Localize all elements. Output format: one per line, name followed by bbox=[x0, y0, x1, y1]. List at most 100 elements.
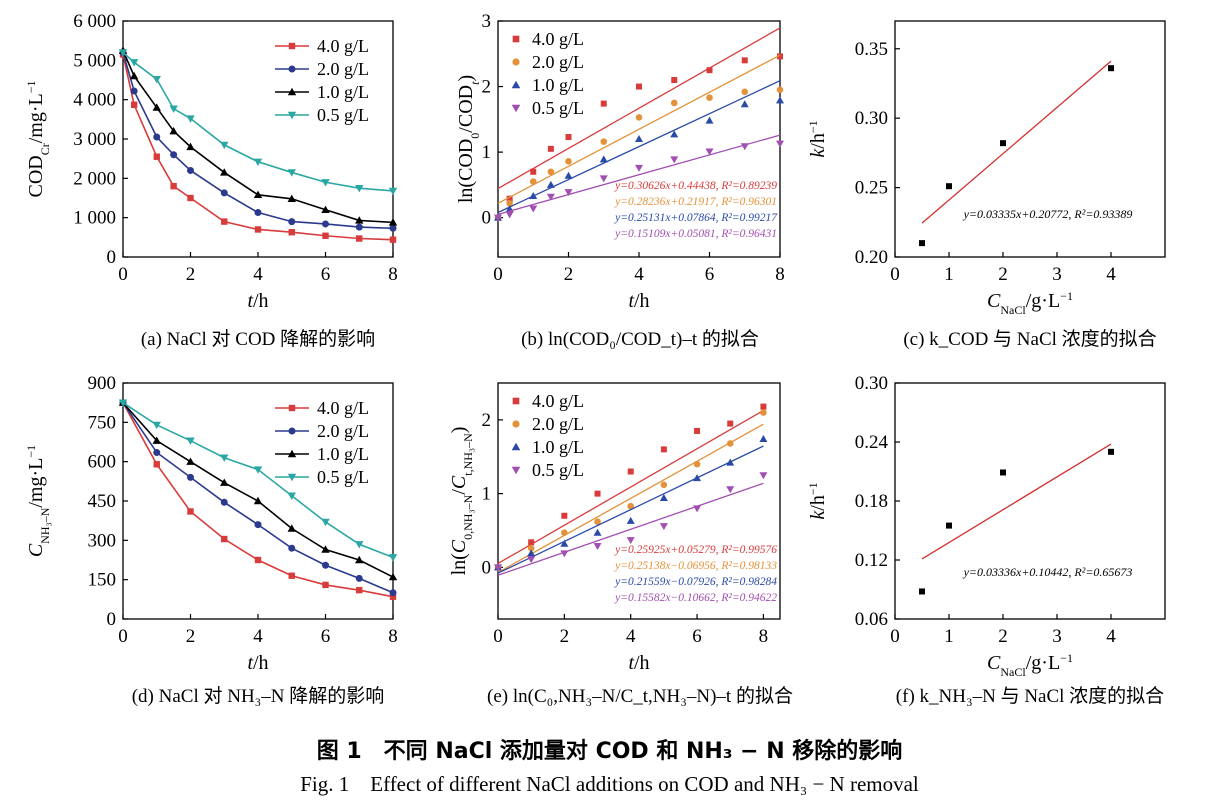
chart-panel-2: 0 2 4 6 8 0 1 2 3 t/h ln(COD0/CODt) (b) ln(COD₀/COD… bbox=[455, 11, 785, 350]
y-axis-label: k/h−1 bbox=[806, 482, 829, 519]
chart-panel-3: 0 1 2 3 4 0.20 0.25 0.30 0.35 CNaCl/g·L−1 k/h−1 (c)… bbox=[806, 21, 1165, 350]
x-tick-label: 4 bbox=[253, 264, 263, 285]
data-point bbox=[635, 135, 643, 142]
data-point bbox=[356, 575, 363, 582]
data-point bbox=[356, 235, 362, 241]
data-point bbox=[254, 497, 262, 504]
x-tick-label: 6 bbox=[321, 626, 331, 647]
data-point bbox=[322, 233, 328, 239]
x-tick-label: 2 bbox=[998, 626, 1008, 647]
x-tick-label: 6 bbox=[692, 626, 702, 647]
data-point bbox=[565, 172, 573, 179]
y-axis-label: ln(C0,NH₃–N/Ct,NH₃–N) bbox=[448, 427, 475, 576]
figure-caption-cn: 图 1 不同 NaCl 添加量对 COD 和 NH₃ − N 移除的影响 bbox=[0, 733, 1219, 765]
legend-label: 2.0 g/L bbox=[532, 414, 584, 434]
data-point bbox=[153, 449, 160, 456]
data-point bbox=[1108, 449, 1114, 455]
data-point bbox=[170, 183, 176, 189]
data-point bbox=[776, 141, 784, 148]
data-point bbox=[594, 543, 602, 550]
data-point bbox=[530, 169, 536, 175]
fit-equation: y=0.30626x+0.44438, R²=0.89239 bbox=[614, 180, 777, 192]
chart-panel-5: 0 2 4 6 8012t/hln(C0,NH₃–N/Ct,NH₃–N)(e) ln(C… bbox=[448, 383, 793, 707]
data-point bbox=[289, 229, 295, 235]
fit-line bbox=[922, 444, 1111, 559]
x-axis-label: t/h bbox=[247, 290, 268, 312]
data-point bbox=[1000, 140, 1006, 146]
legend-label: 0.5 g/L bbox=[532, 98, 584, 118]
data-point bbox=[131, 88, 138, 95]
data-point bbox=[670, 156, 678, 163]
data-point bbox=[221, 536, 227, 542]
panel-caption: (d) NaCl 对 NH₃–N 降解的影响 bbox=[132, 685, 385, 707]
data-point bbox=[255, 557, 261, 563]
panel-caption: (b) ln(COD₀/COD_t)–t 的拟合 bbox=[521, 328, 759, 350]
data-point bbox=[321, 545, 329, 552]
y-axis-label: k/h−1 bbox=[806, 120, 829, 157]
fit-equation: y=0.25925x+0.05279, R²=0.99576 bbox=[614, 544, 777, 556]
panel-caption: (f) k_NH₃–N 与 NaCl 浓度的拟合 bbox=[896, 685, 1164, 707]
y-tick-label: 0.06 bbox=[855, 609, 888, 630]
legend-marker bbox=[512, 81, 521, 89]
legend-label: 1.0 g/L bbox=[532, 75, 584, 95]
legend-label: 0.5 g/L bbox=[532, 460, 584, 480]
data-point bbox=[600, 138, 607, 145]
data-point bbox=[707, 67, 713, 73]
data-point bbox=[636, 114, 643, 121]
data-point bbox=[528, 539, 534, 545]
data-point bbox=[187, 474, 194, 481]
plot-frame bbox=[123, 21, 393, 257]
chart-panel-6: 0 1 2 3 40.060.120.180.240.30CNaCl/g·L−1k/h−… bbox=[806, 373, 1165, 707]
y-tick-label: 5 000 bbox=[73, 50, 116, 71]
data-point bbox=[561, 529, 568, 536]
data-point bbox=[601, 101, 607, 107]
data-point bbox=[741, 143, 749, 150]
data-point bbox=[741, 89, 748, 96]
data-point bbox=[255, 226, 261, 232]
data-point bbox=[760, 404, 766, 410]
y-tick-label: 300 bbox=[88, 530, 117, 551]
data-point bbox=[946, 523, 952, 529]
data-point bbox=[187, 167, 194, 174]
y-tick-label: 3 000 bbox=[73, 129, 116, 150]
data-point bbox=[1108, 65, 1114, 71]
plot-frame bbox=[895, 383, 1165, 619]
data-point bbox=[561, 513, 567, 519]
y-tick-label: 150 bbox=[88, 570, 117, 591]
data-point bbox=[154, 154, 160, 160]
x-tick-label: 3 bbox=[1052, 264, 1062, 285]
legend-marker bbox=[513, 398, 520, 405]
fit-equation: y=0.28236x+0.21917, R²=0.96301 bbox=[614, 196, 777, 208]
data-point bbox=[506, 211, 514, 218]
x-tick-label: 4 bbox=[1106, 626, 1116, 647]
data-point bbox=[356, 587, 362, 593]
data-point bbox=[255, 209, 262, 216]
x-tick-label: 4 bbox=[626, 626, 636, 647]
y-tick-label: 0.12 bbox=[855, 550, 888, 571]
y-tick-label: 0.30 bbox=[855, 108, 888, 129]
data-point bbox=[390, 589, 397, 596]
data-point bbox=[187, 508, 193, 514]
data-point bbox=[288, 545, 295, 552]
legend-marker bbox=[512, 420, 519, 427]
y-tick-label: 2 bbox=[482, 410, 492, 431]
data-point bbox=[547, 181, 555, 188]
data-point bbox=[548, 146, 554, 152]
data-point bbox=[322, 582, 328, 588]
legend-label: 4.0 g/L bbox=[317, 398, 369, 418]
fit-line bbox=[922, 61, 1111, 223]
legend-marker bbox=[513, 36, 520, 43]
y-tick-label: 4 000 bbox=[73, 90, 116, 111]
legend-label: 2.0 g/L bbox=[317, 59, 369, 79]
data-point bbox=[776, 96, 784, 103]
x-axis-label: CNaCl/g·L−1 bbox=[987, 289, 1073, 317]
x-tick-label: 2 bbox=[564, 264, 574, 285]
y-tick-label: 1 bbox=[482, 484, 492, 505]
x-tick-label: 2 bbox=[186, 264, 196, 285]
y-tick-label: 0 bbox=[482, 208, 492, 229]
data-point bbox=[726, 459, 734, 466]
data-point bbox=[661, 481, 668, 488]
data-point bbox=[636, 84, 642, 90]
y-tick-label: 600 bbox=[88, 452, 117, 473]
data-point bbox=[221, 499, 228, 506]
